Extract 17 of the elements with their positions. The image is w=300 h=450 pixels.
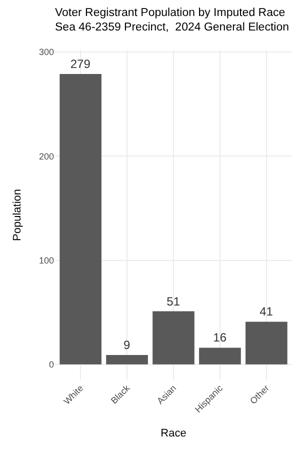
bar (106, 355, 148, 364)
bar (199, 348, 241, 364)
y-axis-title: Population (12, 189, 24, 241)
data-label: 279 (70, 56, 91, 71)
bar (246, 322, 288, 364)
bar (152, 311, 194, 364)
y-tick-label: 100 (38, 255, 54, 266)
data-label: 9 (124, 338, 131, 352)
y-tick-label: 300 (38, 47, 54, 58)
y-tick-label: 200 (38, 151, 54, 162)
data-label: 41 (260, 304, 274, 319)
x-axis-title: Race (160, 428, 186, 440)
data-label: 51 (166, 294, 180, 308)
y-tick-label: 0 (48, 360, 54, 370)
chart-title: Voter Registrant Population by Imputed Race Sea 46-2359 Precinct, 2024 General Election (55, 6, 289, 34)
data-label: 16 (213, 330, 227, 345)
bar (60, 74, 102, 364)
